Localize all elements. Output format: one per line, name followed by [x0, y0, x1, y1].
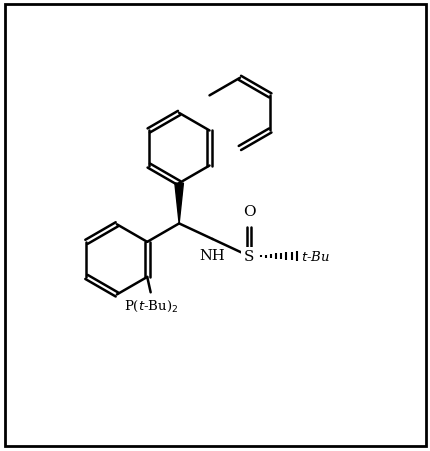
Text: NH: NH [199, 249, 225, 263]
Text: $t$-Bu: $t$-Bu [300, 249, 329, 263]
FancyBboxPatch shape [5, 5, 425, 446]
Text: S: S [243, 249, 254, 263]
Polygon shape [175, 184, 183, 224]
Text: O: O [242, 205, 255, 219]
Text: P($t$-Bu)$_2$: P($t$-Bu)$_2$ [123, 298, 177, 313]
